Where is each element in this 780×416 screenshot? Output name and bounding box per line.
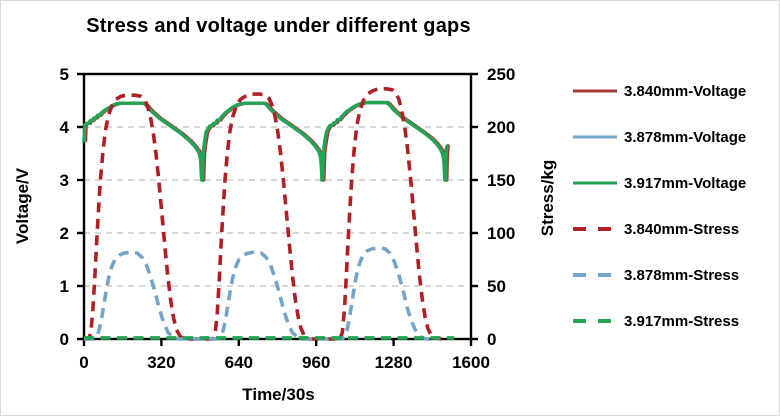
y-left-tick-label: 4 — [59, 118, 69, 137]
legend-item-3.878mm-Stress: 3.878mm-Stress — [573, 263, 739, 287]
x-tick-label: 960 — [302, 353, 331, 372]
y-right-tick-label: 150 — [487, 171, 516, 190]
y-right-tick-label: 200 — [487, 118, 516, 137]
legend-label: 3.878mm-Stress — [624, 266, 740, 284]
x-tick-label: 1280 — [374, 353, 413, 372]
series-3.840mm-Voltage — [83, 100, 451, 182]
legend: 3.840mm-Voltage 3.878mm-Voltage 3.917mm-Vo… — [567, 1, 779, 415]
y-right-tick-label: 0 — [487, 330, 497, 349]
legend-item-3.878mm-Voltage: 3.878mm-Voltage — [573, 125, 746, 149]
legend-item-3.917mm-Stress: 3.917mm-Stress — [573, 309, 739, 333]
x-tick-label: 320 — [147, 353, 176, 372]
y-left-tick-label: 5 — [59, 65, 69, 84]
plot-border — [82, 72, 473, 341]
x-axis-label: Time/30s — [242, 385, 315, 404]
x-tick-label: 640 — [224, 353, 253, 372]
solid-line-swatch-icon — [573, 181, 617, 185]
y-right-tick-label: 250 — [487, 65, 516, 84]
y-right-tick-label: 50 — [487, 277, 506, 296]
series-3.840mm-Stress — [84, 87, 442, 341]
series-3.878mm-Voltage — [82, 100, 449, 182]
legend-label: 3.878mm-Voltage — [624, 128, 747, 146]
y-right-tick-label: 100 — [487, 224, 516, 243]
x-tick-label: 1600 — [452, 353, 490, 372]
legend-item-3.917mm-Voltage: 3.917mm-Voltage — [573, 171, 746, 195]
y-left-tick-label: 0 — [59, 330, 69, 349]
solid-line-swatch-icon — [573, 135, 617, 139]
solid-line-swatch-icon — [573, 89, 617, 93]
x-tick-label: 0 — [79, 353, 89, 372]
legend-label: 3.917mm-Stress — [624, 312, 740, 330]
legend-label: 3.840mm-Stress — [624, 220, 740, 238]
dashed-line-swatch-icon — [573, 273, 617, 277]
legend-item-3.840mm-Voltage: 3.840mm-Voltage — [573, 79, 746, 103]
y-axis-label-left: Voltage/V — [13, 167, 32, 245]
dashed-line-swatch-icon — [573, 319, 617, 323]
legend-item-3.840mm-Stress: 3.840mm-Stress — [573, 217, 739, 241]
y-axis-label-right: Stress/kg — [538, 159, 557, 237]
chart-title: Stress and voltage under different gaps — [86, 15, 471, 37]
y-left-tick-label: 3 — [59, 171, 69, 190]
y-left-tick-label: 1 — [59, 277, 69, 296]
legend-label: 3.917mm-Voltage — [624, 174, 747, 192]
y-left-tick-label: 2 — [59, 224, 69, 243]
dashed-line-swatch-icon — [573, 227, 617, 231]
legend-label: 3.840mm-Voltage — [624, 82, 747, 100]
series-3.878mm-Stress — [84, 246, 438, 341]
series-3.917mm-Voltage — [82, 100, 449, 182]
